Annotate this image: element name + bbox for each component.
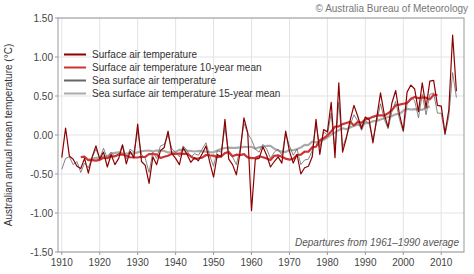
x-tick (289, 252, 290, 255)
y-tick (55, 135, 58, 136)
x-grid-line (251, 18, 252, 252)
series-group (62, 35, 457, 211)
legend-entry: Surface air temperature (92, 49, 197, 60)
y-axis-label: Australian annual mean temperature (°C) (3, 44, 14, 226)
x-tick-label: 2000 (392, 257, 415, 268)
y-tick (55, 18, 58, 19)
x-tick (251, 252, 252, 255)
x-tick-label: 1970 (278, 257, 301, 268)
title: © Australia Bureau of Meteorology (316, 3, 468, 14)
legend-swatch (64, 67, 86, 69)
x-tick (441, 252, 442, 255)
legend-swatch (64, 54, 86, 56)
x-grid-line (365, 18, 366, 252)
x-tick-label: 1950 (202, 257, 225, 268)
x-grid-line (213, 18, 214, 252)
x-tick (137, 252, 138, 255)
y-tick-label: -0.50 (30, 169, 53, 180)
y-tick (55, 213, 58, 214)
x-tick (403, 252, 404, 255)
x-grid-line (441, 18, 442, 252)
y-tick-label: 0.00 (34, 130, 54, 141)
legend: Surface air temperature Surface air tempe… (64, 49, 280, 99)
y-tick-label: 0.50 (34, 91, 54, 102)
x-tick (213, 252, 214, 255)
legend-entry: Surface air temperature 10-year mean (92, 62, 262, 73)
y-tick (55, 96, 58, 97)
x-tick-label: 1960 (240, 257, 263, 268)
x-tick-label: 1980 (316, 257, 339, 268)
x-tick (61, 252, 62, 255)
grid (58, 18, 464, 252)
y-tick (55, 174, 58, 175)
y-tick (55, 57, 58, 58)
annotation: Departures from 1961–1990 average (295, 237, 459, 248)
y-tick-label: -1.00 (30, 208, 53, 219)
legend-swatch (64, 93, 86, 95)
chart: -1.50 -1.00 -0.50 0.00 0.50 1.00 1.50 1910 1920 1… (0, 0, 474, 274)
x-grid-line (61, 18, 62, 252)
y-tick-label: -1.50 (30, 247, 53, 258)
x-tick-label: 1990 (354, 257, 377, 268)
plot-frame (58, 18, 464, 252)
legend-entry: Sea surface air temperature (92, 75, 216, 86)
x-grid-line (403, 18, 404, 252)
x-tick (365, 252, 366, 255)
x-tick-label: 1920 (89, 257, 112, 268)
legend-swatch (64, 80, 86, 82)
x-tick (327, 252, 328, 255)
series-line (62, 35, 457, 211)
x-tick (175, 252, 176, 255)
x-tick-label: 1930 (127, 257, 150, 268)
x-tick (99, 252, 100, 255)
legend-entry: Sea surface air temperature 15-year mean (92, 88, 280, 99)
x-tick-label: 2010 (430, 257, 453, 268)
y-tick (55, 252, 58, 253)
x-tick-label: 1940 (165, 257, 188, 268)
y-tick-label: 1.50 (34, 13, 54, 24)
x-grid-line (289, 18, 290, 252)
y-tick-label: 1.00 (34, 52, 54, 63)
x-tick-label: 1910 (51, 257, 74, 268)
